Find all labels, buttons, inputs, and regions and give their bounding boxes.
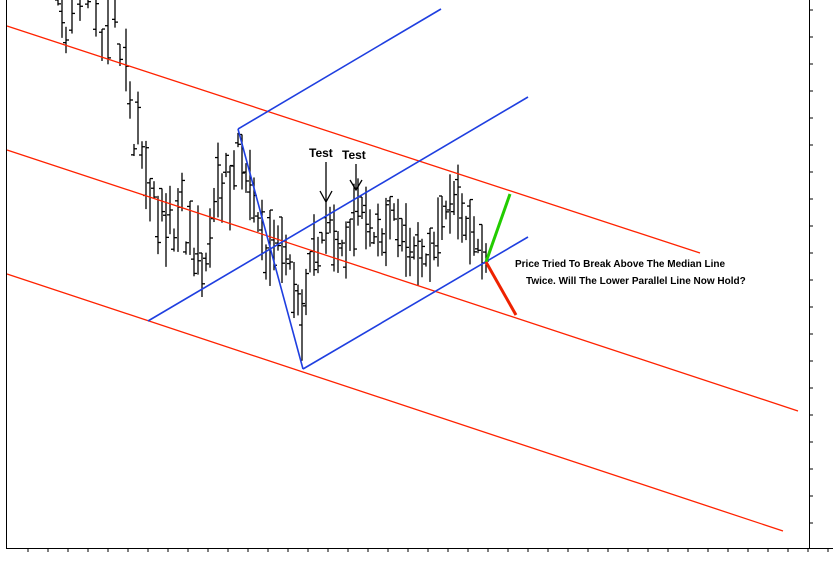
- red-upper-line: [6, 25, 701, 254]
- blue-median-tine: [147, 96, 529, 322]
- green-up-arrow: [484, 193, 512, 263]
- test-label-2: Test: [342, 148, 366, 162]
- price-bars: [55, 0, 489, 361]
- down-arrow-icon: [319, 162, 333, 204]
- y-axis-ticks: [809, 9, 813, 524]
- annotation-line-1: Price Tried To Break Above The Median Li…: [515, 259, 725, 270]
- test-label-1: Test: [309, 146, 333, 160]
- red-down-arrow: [484, 261, 518, 316]
- annotation-line-2: Twice. Will The Lower Parallel Line Now …: [526, 276, 746, 287]
- red-lower-line: [6, 273, 784, 532]
- red-median-line: [6, 149, 799, 412]
- down-arrow-icon: [349, 164, 363, 192]
- blue-handle-line: [237, 128, 304, 370]
- x-axis-ticks: [27, 548, 829, 552]
- blue-upper-tine: [237, 8, 442, 130]
- blue-lower-tine: [302, 236, 529, 370]
